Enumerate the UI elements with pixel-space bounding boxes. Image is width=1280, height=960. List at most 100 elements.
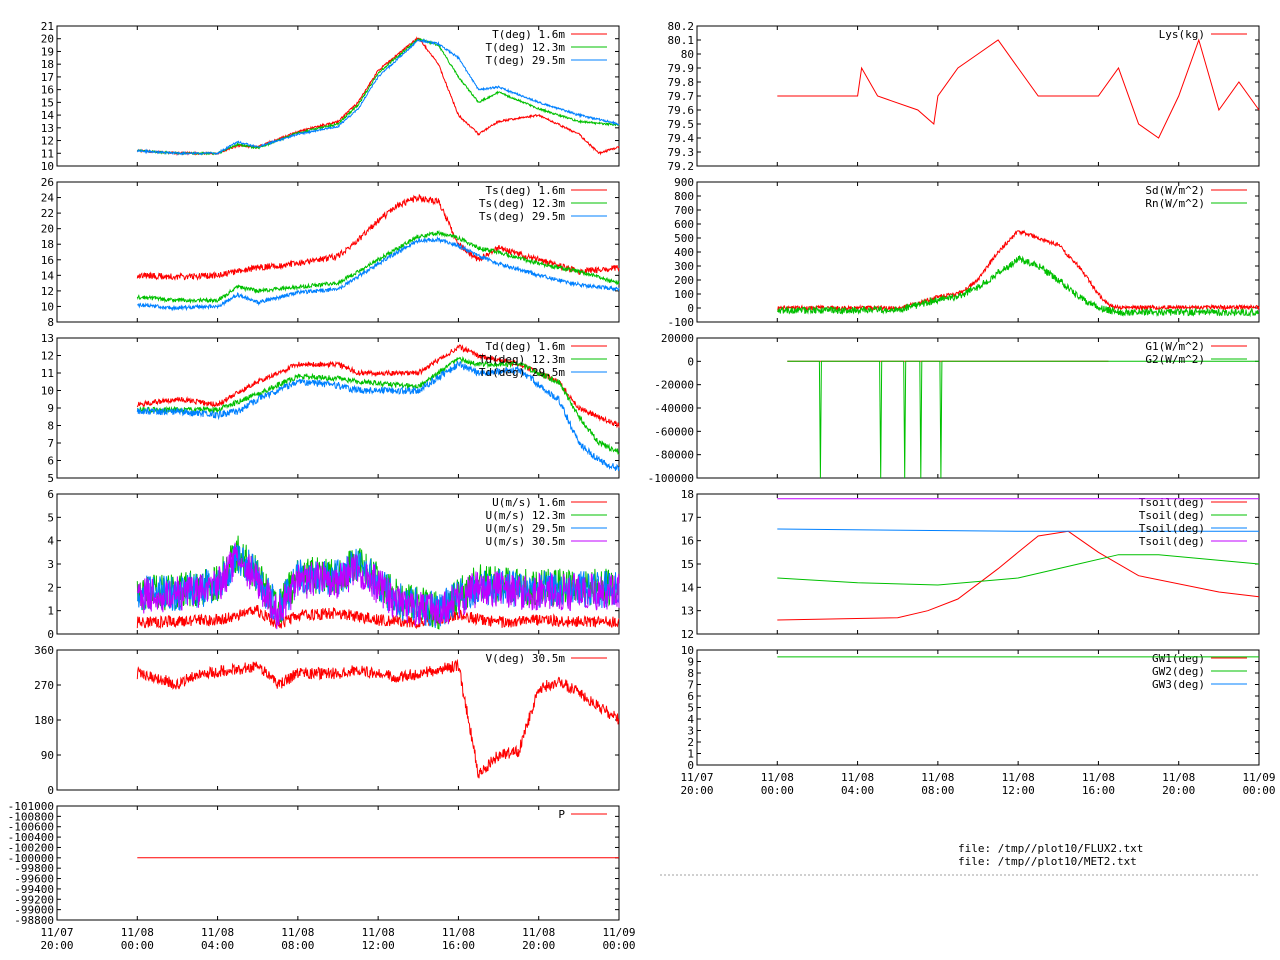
y-tick-label: 300 [674, 260, 694, 273]
series-line [777, 229, 1260, 312]
y-tick-label: 21 [41, 20, 54, 33]
y-tick-label: 9 [47, 402, 54, 415]
legend-label: Tsoil(deg) [1139, 535, 1205, 548]
x-tick-label: 11/08 [201, 926, 234, 939]
y-tick-label: 7 [687, 679, 694, 692]
legend-label: Tsoil(deg) [1139, 496, 1205, 509]
y-tick-label: 80.1 [668, 34, 695, 47]
y-tick-label: 5 [47, 472, 54, 485]
x-tick-label: 11/09 [602, 926, 635, 939]
y-tick-label: 200 [674, 274, 694, 287]
y-tick-label: 26 [41, 176, 54, 189]
plot-frame [56, 25, 620, 167]
y-tick-label: 8 [47, 420, 54, 433]
legend-label: Td(deg) 1.6m [486, 340, 566, 353]
x-tick-label: 16:00 [442, 939, 475, 952]
y-tick-label: -100000 [8, 852, 54, 865]
series-line [137, 236, 620, 312]
legend-label: Tsoil(deg) [1139, 522, 1205, 535]
y-tick-label: 13 [681, 605, 694, 618]
y-tick-label: 4 [47, 535, 54, 548]
series-line [777, 254, 1260, 318]
y-tick-label: -99400 [14, 883, 54, 896]
x-tick-label: 16:00 [1082, 784, 1115, 797]
x-tick-label: 11/08 [442, 926, 475, 939]
y-tick-label: 2 [47, 581, 54, 594]
y-tick-label: -20000 [654, 379, 694, 392]
x-tick-label: 11/09 [1242, 771, 1275, 784]
legend-label: GW3(deg) [1152, 678, 1205, 691]
x-tick-label: 11/07 [680, 771, 713, 784]
x-tick-label: 11/08 [921, 771, 954, 784]
y-tick-label: 11 [41, 147, 54, 160]
y-tick-label: 360 [34, 644, 54, 657]
file-label-flux: file: /tmp//plot10/FLUX2.txt [958, 842, 1143, 855]
y-tick-label: 18 [681, 488, 694, 501]
chart-panel: 0 90 180 270 360 V(deg) 30.5m [34, 644, 620, 797]
y-tick-label: 12 [41, 135, 54, 148]
y-tick-label: 12 [41, 285, 54, 298]
y-tick-label: 6 [687, 690, 694, 703]
series-line [136, 193, 620, 281]
y-tick-label: 1 [687, 748, 694, 761]
legend-label: P [558, 808, 565, 821]
y-tick-label: 19 [41, 45, 54, 58]
legend-label: Td(deg) 29.5m [479, 366, 565, 379]
series-line [136, 605, 620, 630]
x-tick-label: 20:00 [40, 939, 73, 952]
y-tick-label: 0 [687, 355, 694, 368]
y-tick-label: -99200 [14, 893, 54, 906]
y-tick-label: 24 [41, 192, 55, 205]
series-line [777, 528, 1259, 532]
series-line [136, 658, 620, 779]
plot-frame [56, 181, 620, 323]
x-tick-label: 11/08 [841, 771, 874, 784]
x-tick-label: 20:00 [680, 784, 713, 797]
y-tick-label: 14 [41, 109, 55, 122]
legend-label: T(deg) 1.6m [492, 28, 565, 41]
y-tick-label: 15 [681, 558, 694, 571]
y-tick-label: 6 [47, 455, 54, 468]
y-tick-label: 16 [41, 84, 54, 97]
x-tick-label: 12:00 [1002, 784, 1035, 797]
y-tick-label: -99600 [14, 873, 54, 886]
series-line [136, 542, 620, 630]
y-tick-label: 79.9 [668, 62, 695, 75]
y-tick-label: 5 [47, 511, 54, 524]
y-tick-label: 0 [687, 302, 694, 315]
y-tick-label: 500 [674, 232, 694, 245]
y-tick-label: 80 [681, 48, 694, 61]
y-tick-label: 17 [681, 511, 694, 524]
x-tick-label: 08:00 [921, 784, 954, 797]
y-tick-label: -100400 [8, 831, 54, 844]
legend-label: T(deg) 29.5m [486, 54, 566, 67]
y-tick-label: 3 [687, 725, 694, 738]
legend-label: GW1(deg) [1152, 652, 1205, 665]
y-tick-label: 8 [687, 667, 694, 680]
legend-label: Td(deg) 12.3m [479, 353, 565, 366]
y-tick-label: 12 [41, 350, 54, 363]
legend-label: T(deg) 12.3m [486, 41, 566, 54]
chart-panel: 79.279.379.479.579.679.779.879.98080.180… [668, 20, 1260, 173]
series-line [787, 360, 1259, 479]
y-tick-label: 12 [681, 628, 694, 641]
y-tick-label: 13 [41, 332, 54, 345]
y-tick-label: 79.7 [668, 90, 695, 103]
series-line [777, 530, 1260, 621]
y-tick-label: 10 [41, 300, 54, 313]
y-tick-label: 3 [47, 558, 54, 571]
y-tick-label: 10 [41, 385, 54, 398]
legend-label: Rn(W/m^2) [1145, 197, 1205, 210]
x-tick-label: 20:00 [1162, 784, 1195, 797]
y-tick-label: -99800 [14, 862, 54, 875]
y-tick-label: -100800 [8, 810, 54, 823]
legend-label: V(deg) 30.5m [486, 652, 566, 665]
y-tick-label: 9 [687, 656, 694, 669]
y-tick-label: 13 [41, 122, 54, 135]
y-tick-label: -100600 [8, 821, 54, 834]
y-tick-label: -100000 [648, 472, 694, 485]
x-tick-label: 20:00 [522, 939, 555, 952]
y-tick-label: 11 [41, 367, 54, 380]
